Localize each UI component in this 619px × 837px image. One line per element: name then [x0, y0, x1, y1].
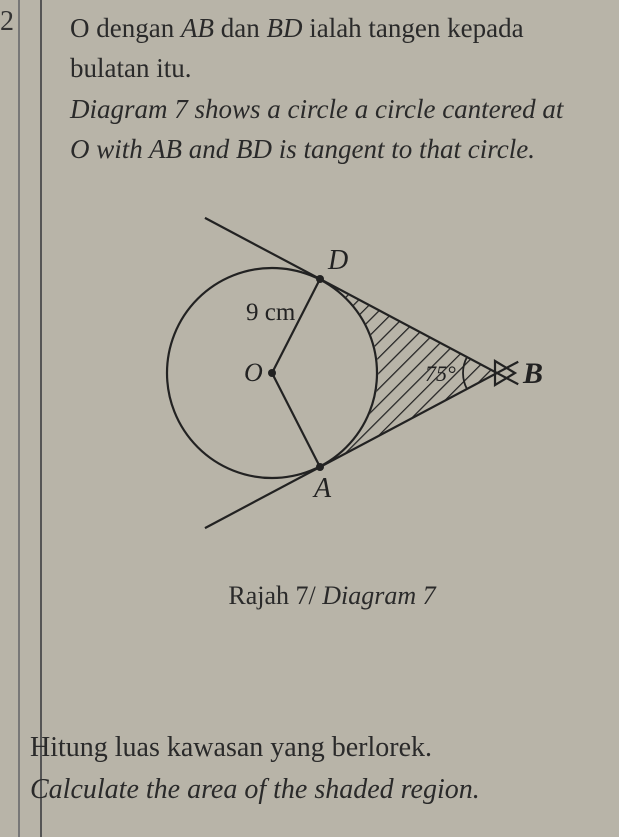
prompt-block: Hitung luas kawasan yang berlorek. Calcu… [30, 729, 594, 813]
shaded-region [320, 279, 497, 467]
point-o [268, 369, 276, 377]
text-fragment: dan [214, 13, 266, 43]
var-bd: BD [266, 13, 302, 43]
problem-text-ms-2: bulatan itu. [70, 50, 594, 86]
var-bd-en: BD [236, 134, 272, 164]
radius-oa [272, 373, 320, 467]
point-a [316, 463, 324, 471]
label-a: A [312, 473, 332, 504]
text-fragment: is tangent to that circle. [272, 134, 535, 164]
diagram-caption: Rajah 7/ Diagram 7 [70, 581, 594, 611]
problem-text-ms-1: O dengan AB dan BD ialah tangen kepada [70, 10, 594, 46]
text-fragment: O dengan [70, 13, 181, 43]
margin-rule-inner [40, 0, 42, 837]
prompt-ms: Hitung luas kawasan yang berlorek. [30, 729, 594, 767]
radius-od [272, 279, 320, 373]
diagram-container: O D A B 9 cm 75° Rajah 7/ Diagram 7 [70, 198, 594, 611]
margin-rule-outer [18, 0, 20, 837]
text-fragment: ialah tangen kepada [302, 13, 523, 43]
label-radius: 9 cm [246, 299, 296, 326]
diagram-svg: O D A B 9 cm 75° [102, 198, 562, 548]
label-angle: 75° [425, 361, 456, 386]
var-ab-en: AB [149, 134, 182, 164]
text-fragment: and [182, 134, 236, 164]
caption-en: Diagram 7 [322, 581, 435, 610]
problem-text-en-1: Diagram 7 shows a circle a circle canter… [70, 91, 594, 127]
page: 2 O dengan AB dan BD ialah tangen kepada… [0, 0, 619, 837]
label-b: B [522, 357, 543, 390]
text-fragment: O with [70, 134, 149, 164]
problem-text-en-2: O with AB and BD is tangent to that circ… [70, 131, 594, 167]
label-o: O [244, 358, 263, 387]
caption-ms: Rajah 7/ [228, 581, 322, 610]
label-d: D [327, 245, 348, 276]
point-d [316, 275, 324, 283]
var-ab: AB [181, 13, 214, 43]
question-number: 2 [0, 6, 14, 38]
prompt-en: Calculate the area of the shaded region. [30, 771, 594, 809]
